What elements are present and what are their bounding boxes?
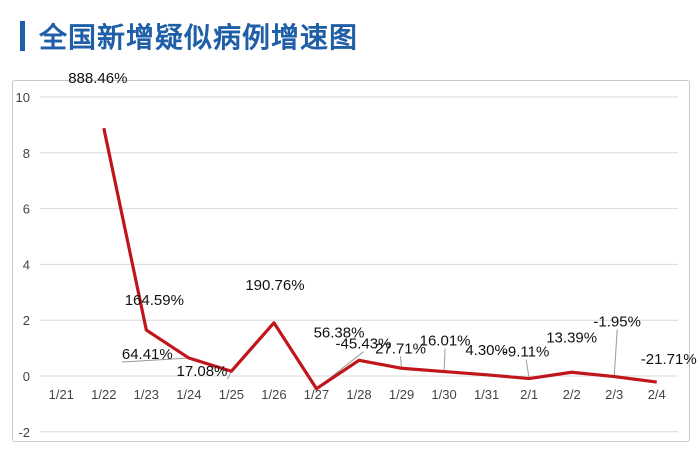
x-tick-label: 1/21 <box>49 387 74 402</box>
x-tick-label: 2/4 <box>648 387 666 402</box>
y-tick-label: 4 <box>23 257 30 272</box>
label-leader-line <box>121 357 189 363</box>
y-tick-label: 2 <box>23 313 30 328</box>
data-label: 4.30% <box>465 342 508 359</box>
data-label: -1.95% <box>593 314 641 331</box>
data-label: -21.71% <box>641 351 697 368</box>
x-tick-label: 2/2 <box>563 387 581 402</box>
label-leader-line <box>525 359 530 379</box>
y-tick-label: -2 <box>18 425 30 440</box>
data-label: 164.59% <box>125 292 184 309</box>
x-tick-label: 1/29 <box>389 387 414 402</box>
title-block: 全国新增疑似病例增速图 <box>20 18 358 54</box>
chart-title: 全国新增疑似病例增速图 <box>39 21 359 54</box>
data-label: 190.76% <box>245 277 304 294</box>
data-label: 56.38% <box>314 324 365 341</box>
y-tick-label: 0 <box>23 369 30 384</box>
x-tick-label: 1/26 <box>261 387 286 402</box>
chart-panel <box>12 80 690 442</box>
data-label: 16.01% <box>420 333 471 350</box>
label-leader-line <box>443 348 446 372</box>
x-tick-label: 2/1 <box>520 387 538 402</box>
y-tick-label: 8 <box>23 146 30 161</box>
data-label: -45.43% <box>336 336 392 353</box>
series-path <box>102 127 657 391</box>
x-tick-label: 1/28 <box>346 387 371 402</box>
y-tick-label: 10 <box>16 90 30 105</box>
x-tick-label: 1/31 <box>474 387 499 402</box>
label-leader-line <box>400 356 403 369</box>
gridlines <box>40 96 678 433</box>
data-label: -9.11% <box>503 344 549 361</box>
x-tick-label: 1/24 <box>176 387 201 402</box>
series-line <box>102 127 657 391</box>
data-label: 17.08% <box>177 363 228 380</box>
data-label: 64.41% <box>122 346 173 363</box>
x-tick-label: 1/22 <box>91 387 116 402</box>
x-tick-label: 1/25 <box>219 387 244 402</box>
data-label: 27.71% <box>375 340 426 357</box>
data-label: 888.46% <box>68 70 127 87</box>
y-tick-label: 6 <box>23 202 30 217</box>
x-tick-label: 2/3 <box>605 387 623 402</box>
label-leader-line <box>613 329 618 377</box>
x-axis-ticks: 1/21 1/22 1/23 1/24 1/25 1/26 1/27 1/28 1/29 1/30… <box>49 387 666 402</box>
y-axis-ticks: 10 8 6 4 2 0 -2 <box>16 90 30 440</box>
x-tick-label: 1/27 <box>304 387 329 402</box>
x-tick-label: 1/30 <box>431 387 456 402</box>
title-accent-bar <box>20 21 25 51</box>
x-tick-label: 1/23 <box>134 387 159 402</box>
data-label: 13.39% <box>546 329 597 346</box>
data-labels: 888.46% 164.59% 64.41%17.08% 190.76% -45.43%… <box>68 70 696 380</box>
